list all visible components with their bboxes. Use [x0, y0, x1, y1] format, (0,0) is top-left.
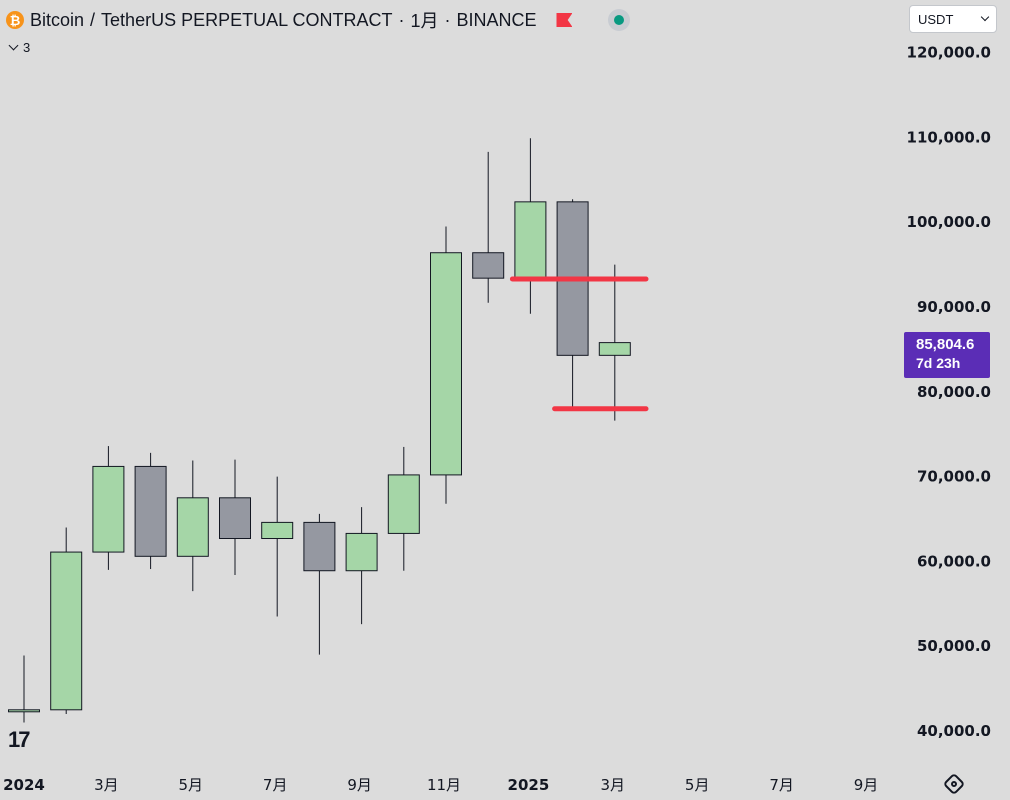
candle-body [472, 252, 505, 279]
x-tick-label: 11月 [427, 776, 461, 794]
candle [387, 446, 420, 571]
candle [598, 264, 631, 421]
x-tick-label: 9月 [347, 776, 372, 794]
y-tick-label: 120,000.0 [907, 44, 991, 62]
y-tick-label: 50,000.0 [917, 637, 991, 655]
symbol-separator: / [90, 9, 96, 30]
candle [303, 513, 336, 655]
chevron-down-icon [8, 40, 19, 51]
indicator-collapse[interactable]: 3 [8, 40, 31, 55]
symbol-dot: · [398, 9, 405, 30]
candle-body [598, 342, 631, 356]
candle [176, 460, 209, 592]
x-tick-label: 2025 [508, 776, 550, 794]
last-price-tag: 85,804.6 7d 23h [904, 332, 990, 378]
indicator-count: 3 [23, 40, 31, 55]
symbol-dot: · [444, 9, 451, 30]
x-tick-label: 3月 [601, 776, 626, 794]
candle-body [8, 709, 40, 713]
bitcoin-icon: ₿ [6, 11, 24, 29]
y-tick-label: 100,000.0 [907, 213, 991, 231]
y-tick-label: 70,000.0 [917, 468, 991, 486]
currency-select[interactable]: USDT [909, 5, 997, 33]
exchange-label[interactable]: BINANCE [456, 9, 537, 30]
candle-body [303, 521, 336, 572]
candle-body [176, 497, 209, 557]
symbol-header: ₿ Bitcoin / TetherUS PERPETUAL CONTRACT … [6, 8, 631, 32]
symbol-quote[interactable]: TetherUS PERPETUAL CONTRACT [101, 9, 393, 30]
interval-label[interactable]: 1月 [410, 11, 439, 31]
x-tick-label: 3月 [94, 776, 119, 794]
candle-body [50, 551, 83, 711]
candle [8, 655, 40, 723]
x-tick-label: 9月 [854, 776, 879, 794]
candle-body [514, 201, 547, 279]
candle-body [345, 532, 378, 572]
chevron-down-icon [980, 12, 990, 22]
candle [134, 452, 167, 570]
y-tick-label: 60,000.0 [917, 552, 991, 570]
x-tick-label: 7月 [769, 776, 794, 794]
x-tick-label: 5月 [179, 776, 204, 794]
candle-body [261, 521, 294, 540]
y-tick-label: 90,000.0 [917, 298, 991, 316]
tradingview-logo[interactable]: 17 [8, 727, 31, 752]
x-tick-label: 7月 [263, 776, 288, 794]
candle [472, 151, 505, 303]
x-tick-label: 2024 [3, 776, 45, 794]
symbol-base[interactable]: Bitcoin [30, 9, 85, 30]
y-tick-label: 80,000.0 [917, 383, 991, 401]
candle [556, 199, 589, 408]
flag-icon[interactable] [556, 13, 573, 27]
candle-body [387, 474, 420, 534]
candle [219, 459, 251, 575]
y-tick-label: 40,000.0 [917, 722, 991, 740]
candle-body [219, 497, 251, 540]
candle [261, 476, 294, 617]
candle-body [92, 465, 125, 553]
candle [430, 226, 462, 504]
status-dot-icon [614, 15, 625, 25]
y-tick-label: 110,000.0 [907, 128, 991, 146]
candle [514, 138, 547, 314]
candle [345, 507, 378, 625]
currency-value: USDT [918, 11, 954, 27]
bar-countdown: 7d 23h [916, 355, 961, 371]
candle [50, 527, 83, 715]
candle-body [430, 252, 462, 476]
status-dot-button[interactable] [608, 9, 631, 31]
candle-body [134, 465, 167, 557]
last-price: 85,804.6 [916, 336, 975, 353]
candle [92, 446, 125, 570]
x-tick-label: 5月 [685, 776, 710, 794]
